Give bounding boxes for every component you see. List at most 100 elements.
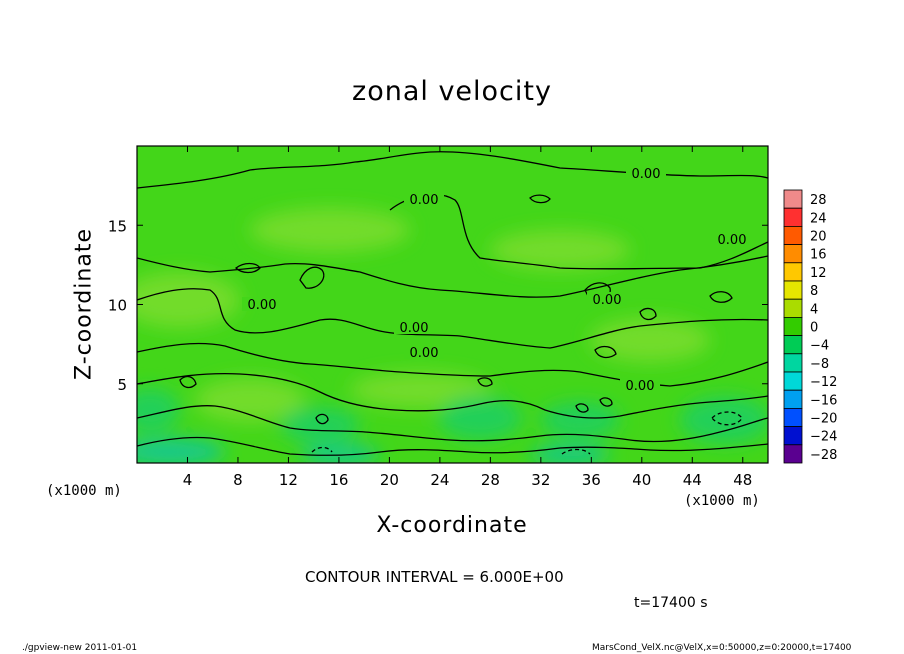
contour-line bbox=[709, 291, 733, 303]
contour-label: 0.00 bbox=[410, 346, 439, 361]
contour-line bbox=[137, 405, 768, 443]
x-tick-label: 16 bbox=[329, 471, 348, 489]
x-tick-label: 36 bbox=[582, 471, 601, 489]
colorbar-label: 28 bbox=[810, 193, 827, 208]
contour-label-bg bbox=[626, 166, 666, 180]
contour-label: 0.00 bbox=[632, 167, 661, 182]
colorbar-swatch bbox=[783, 298, 803, 318]
y-axis-label: Z-coordinate bbox=[71, 228, 97, 380]
colorbar-label: 20 bbox=[810, 230, 827, 245]
x-tick-label: 20 bbox=[380, 471, 399, 489]
contour-line bbox=[235, 262, 261, 274]
colorbar-label: −16 bbox=[810, 393, 837, 408]
y-tick-label: 15 bbox=[108, 217, 127, 235]
contour-label: 0.00 bbox=[248, 298, 277, 313]
contour-line bbox=[711, 411, 743, 426]
contour-label: 0.00 bbox=[410, 193, 439, 208]
heatmap-field-patches bbox=[137, 208, 768, 463]
y-tick-label: 10 bbox=[108, 297, 127, 315]
colorbar-label: −8 bbox=[810, 357, 829, 372]
contour-label: 0.00 bbox=[626, 379, 655, 394]
contour-label: 0.00 bbox=[400, 321, 429, 336]
colorbar-label: 0 bbox=[810, 321, 818, 336]
colorbar-swatch bbox=[783, 280, 803, 300]
contour-line bbox=[594, 345, 617, 359]
contour-line bbox=[311, 446, 333, 453]
contour-line bbox=[477, 377, 493, 387]
field-patch bbox=[540, 402, 620, 438]
contour-line bbox=[315, 413, 329, 425]
x-tick-label: 4 bbox=[183, 471, 193, 489]
contour-label-bg bbox=[404, 192, 444, 206]
x-tick-label: 8 bbox=[233, 471, 243, 489]
x-tick-label: 12 bbox=[279, 471, 298, 489]
footer-right-text: MarsCond_VelX.nc@VelX,x=0:50000,z=0:2000… bbox=[592, 643, 852, 653]
colorbar-swatch bbox=[783, 207, 803, 227]
colorbar-swatch bbox=[783, 426, 803, 446]
contour-line bbox=[639, 307, 657, 321]
contour-interval-label: CONTOUR INTERVAL = 6.000E+00 bbox=[305, 568, 564, 586]
x-axis: 4 8 12 16 20 24 28 32 36 40 44 48 bbox=[183, 146, 752, 489]
field-patch bbox=[137, 272, 240, 328]
field-patch bbox=[250, 208, 410, 252]
contour-labels: 0.00 0.00 0.00 0.00 0.00 0.00 0.00 0.00 bbox=[242, 166, 752, 394]
colorbar-label: 16 bbox=[810, 248, 827, 263]
x-axis-unit-label: (x1000 m) bbox=[684, 493, 760, 509]
x-tick-label: 24 bbox=[430, 471, 449, 489]
colorbar-label: 12 bbox=[810, 266, 827, 281]
contour-label: 0.00 bbox=[593, 293, 622, 308]
x-tick-label: 32 bbox=[531, 471, 550, 489]
time-label: t=17400 s bbox=[634, 595, 708, 611]
contour-line bbox=[299, 266, 325, 289]
contour-label-bg bbox=[242, 297, 282, 311]
colorbar-swatch bbox=[783, 353, 803, 373]
colorbar-swatch bbox=[783, 225, 803, 245]
contour-line bbox=[137, 436, 768, 456]
field-patch bbox=[490, 230, 630, 270]
contour-line bbox=[137, 372, 768, 419]
heatmap-plot-area: 0.000.000.000.000.000.000.000.00 4 8 12 16 2… bbox=[108, 145, 769, 489]
contour-line bbox=[137, 255, 768, 298]
field-patch bbox=[590, 318, 710, 362]
field-patch bbox=[137, 388, 180, 432]
y-axis-unit-label: (x1000 m) bbox=[46, 483, 122, 499]
contour-line bbox=[599, 397, 613, 407]
footer-left-text: ./gpview-new 2011-01-01 bbox=[22, 643, 138, 653]
contour-lines bbox=[137, 151, 768, 456]
colorbar-label: 4 bbox=[810, 302, 818, 317]
colorbar-label: −20 bbox=[810, 412, 837, 427]
x-tick-label: 44 bbox=[683, 471, 702, 489]
contour-label-bg bbox=[404, 345, 444, 359]
contour-line bbox=[137, 151, 768, 189]
x-tick-label: 28 bbox=[481, 471, 500, 489]
colorbar-swatch bbox=[783, 244, 803, 264]
colorbar-label: 8 bbox=[810, 284, 818, 299]
contour-line bbox=[179, 375, 197, 389]
contour-label-bg bbox=[587, 292, 627, 306]
y-tick-label: 5 bbox=[117, 376, 127, 394]
colorbar-label: 24 bbox=[810, 211, 827, 226]
contour-label: 0.00 bbox=[718, 233, 747, 248]
contour-label-bg bbox=[620, 378, 660, 392]
colorbar-swatch bbox=[783, 189, 803, 209]
contour-line bbox=[561, 448, 591, 455]
colorbar-swatch bbox=[783, 407, 803, 427]
colorbar-swatch bbox=[783, 389, 803, 409]
x-tick-label: 48 bbox=[733, 471, 752, 489]
field-patch bbox=[300, 445, 380, 463]
contour-label-bg bbox=[712, 232, 752, 246]
x-axis-label: X-coordinate bbox=[376, 513, 528, 538]
field-patch bbox=[680, 396, 768, 444]
colorbar-label: −12 bbox=[810, 375, 837, 390]
field-patch bbox=[438, 396, 522, 440]
chart-title: zonal velocity bbox=[352, 76, 552, 107]
colorbar-swatch bbox=[783, 262, 803, 282]
contour-line bbox=[575, 403, 589, 413]
colorbar-label: −4 bbox=[810, 339, 829, 354]
y-axis: 5 10 15 bbox=[108, 217, 768, 394]
colorbar: 28 24 20 16 12 8 4 0 −4 −8 −12 −16 −20 −24 −28 bbox=[783, 189, 837, 464]
field-patch bbox=[280, 407, 360, 443]
field-patch bbox=[350, 372, 490, 408]
field-patch bbox=[195, 378, 305, 422]
